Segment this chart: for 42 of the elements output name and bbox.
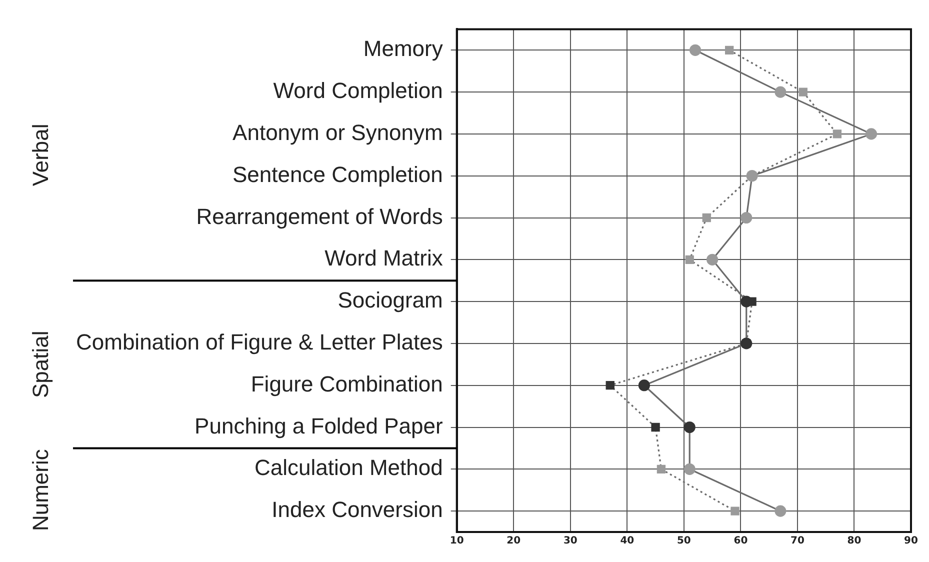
y-tick-label: Sentence Completion xyxy=(232,162,443,187)
point xyxy=(832,130,842,138)
point xyxy=(730,506,740,516)
point xyxy=(798,88,808,96)
point xyxy=(606,381,614,390)
y-tick-label: Memory xyxy=(363,36,443,62)
y-tick-label: Rearrangement of Words xyxy=(196,204,443,229)
y-tick-label: Punching a Folded Paper xyxy=(194,413,443,438)
x-tick-label: 30 xyxy=(563,536,578,547)
x-tick-label: 70 xyxy=(790,536,804,547)
y-tick-label: Word Matrix xyxy=(324,246,443,271)
y-tick-label: Sociogram xyxy=(338,288,443,313)
point xyxy=(638,380,650,392)
x-tick-label: 80 xyxy=(847,536,862,547)
y-tick-label: Word Completion xyxy=(273,78,443,104)
x-tick-label: 90 xyxy=(904,536,918,547)
point xyxy=(774,505,786,517)
point xyxy=(689,44,702,56)
point xyxy=(684,421,696,434)
text: Spatial xyxy=(28,330,54,398)
y-tick-label: Antonym or Synonym xyxy=(232,120,443,146)
point xyxy=(684,463,696,475)
y-tick-label: Figure Combination xyxy=(250,371,443,396)
x-tick-label: 20 xyxy=(506,536,521,547)
point xyxy=(685,255,694,264)
point xyxy=(706,254,718,266)
y-tick-label: Calculation Method xyxy=(254,455,443,480)
point xyxy=(656,464,666,474)
x-tick-label: 50 xyxy=(676,536,691,547)
point xyxy=(725,46,734,54)
x-tick-label: 60 xyxy=(734,536,748,547)
y-tick-label: Index Conversion xyxy=(272,497,443,522)
point xyxy=(865,128,878,140)
point xyxy=(740,212,752,224)
text: Numeric xyxy=(28,449,54,532)
y-tick-label: Combination of Figure & Letter Plates xyxy=(76,330,443,355)
point xyxy=(651,422,660,432)
x-tick-label: 10 xyxy=(450,536,464,547)
text: Verbal xyxy=(28,124,54,186)
x-tick-label: 40 xyxy=(620,536,634,547)
point xyxy=(702,213,711,222)
point xyxy=(774,86,786,98)
